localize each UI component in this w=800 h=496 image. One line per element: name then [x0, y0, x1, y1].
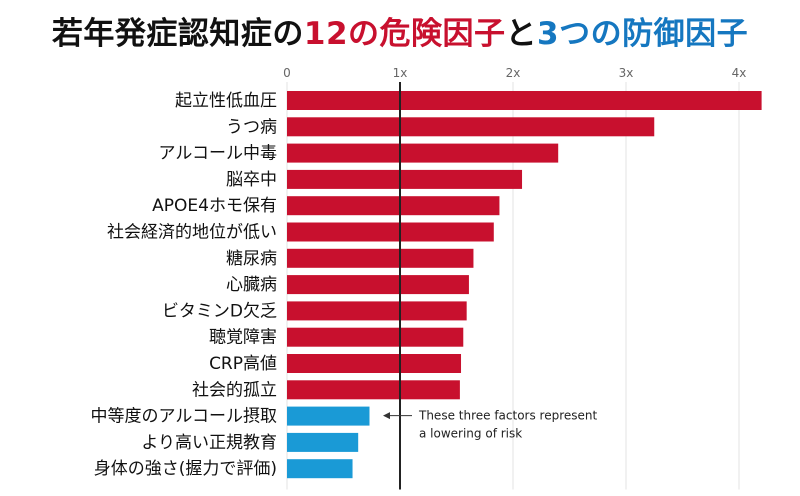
bar [287, 354, 462, 373]
bar [287, 406, 370, 426]
category-label: CRP高値 [209, 354, 277, 374]
annotation-text: a lowering of risk [419, 427, 522, 441]
annotation-arrowhead [383, 412, 390, 420]
tick-label: 0 [283, 66, 291, 80]
bar [287, 459, 353, 479]
annotation-text: These three factors represent [418, 409, 598, 423]
title-segment: と [505, 16, 538, 52]
category-label: 起立性低血圧 [175, 91, 277, 111]
bar [287, 91, 762, 110]
bar [287, 432, 359, 452]
chart-title: 若年発症認知症の12の危険因子と3つの防御因子 [0, 8, 800, 53]
bar [287, 327, 464, 347]
category-label: APOE4ホモ保有 [152, 196, 277, 216]
category-label: 社会経済的地位が低い [107, 223, 277, 243]
title-segment: 12の危険因子 [303, 16, 506, 52]
title-segment: 若年発症認知症の [51, 16, 304, 52]
category-label: より高い正規教育 [141, 433, 277, 453]
category-label: 心臓病 [226, 275, 277, 295]
bar [287, 196, 500, 216]
category-label: 中等度のアルコール摂取 [91, 407, 278, 427]
bar [287, 222, 494, 242]
category-label: 糖尿病 [226, 249, 277, 269]
bar [287, 169, 523, 189]
title-segment: 3つの防御因子 [537, 16, 749, 52]
bar [287, 301, 467, 321]
bar [287, 117, 655, 137]
bar [287, 248, 474, 268]
category-label: うつ病 [226, 117, 277, 137]
tick-label: 4x [732, 66, 747, 80]
tick-label: 1x [393, 66, 408, 80]
category-label: 脳卒中 [226, 170, 277, 190]
category-label: 社会的孤立 [192, 380, 277, 400]
category-label: 聴覚障害 [209, 328, 277, 348]
bar [287, 143, 559, 163]
category-label: アルコール中毒 [159, 144, 278, 164]
category-label: ビタミンD欠乏 [162, 301, 277, 321]
category-label: 身体の強さ(握力で評価) [94, 459, 277, 479]
bar [287, 380, 460, 400]
tick-label: 3x [619, 66, 634, 80]
bar [287, 275, 469, 295]
tick-label: 2x [506, 66, 521, 80]
